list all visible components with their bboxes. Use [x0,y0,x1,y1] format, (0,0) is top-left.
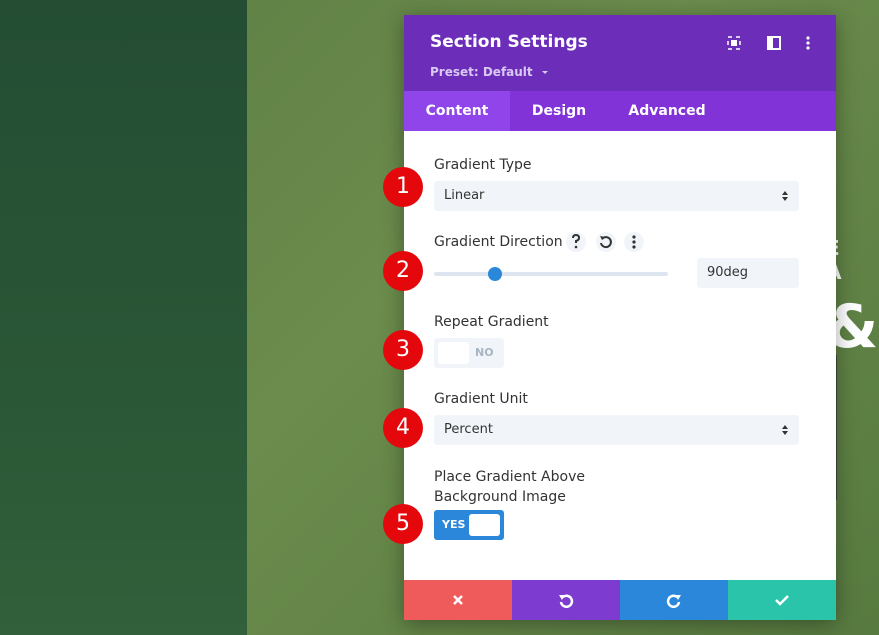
select[interactable]: Linear [434,181,799,211]
step-badge: 2 [383,251,423,291]
redo-button[interactable] [620,580,728,620]
tab[interactable]: Design [531,103,587,119]
field-icons [566,232,644,252]
field-label: Repeat Gradient [434,314,549,330]
toggle-text: NO [475,346,494,359]
toggle[interactable]: YES [434,510,504,540]
field-label: Gradient Type [434,157,532,173]
text-input[interactable]: 90deg [697,258,799,288]
background-band [0,0,247,635]
tab[interactable]: Content [404,91,510,131]
toggle-knob [469,514,500,536]
select-arrows [782,425,788,435]
toggle-knob [438,342,469,364]
save-button[interactable] [728,580,836,620]
panel-title: Section Settings [430,32,588,52]
more-icon[interactable] [805,36,811,50]
field-label: Gradient Direction [434,234,563,250]
expand-icon[interactable] [727,36,741,50]
field-label: Place Gradient Above Background Image [434,469,585,505]
toggle[interactable]: NO [434,338,504,368]
field-label: Gradient Unit [434,391,528,407]
step-badge: 1 [383,167,423,207]
tab-bar: Content Design Advanced [404,91,836,131]
undo-button[interactable] [512,580,620,620]
cancel-button[interactable] [404,580,512,620]
panel-header: Section Settings Preset: Default [404,15,836,91]
step-badge: 4 [383,408,423,448]
select-arrows [782,191,788,201]
select[interactable]: Percent [434,415,799,445]
toggle-text: YES [442,518,466,531]
select-value: Linear [444,188,485,203]
step-badge: 5 [383,504,423,544]
tab[interactable]: Advanced [628,103,706,119]
step-badge: 3 [383,330,423,370]
input-value: 90deg [707,265,749,280]
layout-icon[interactable] [767,36,781,50]
select-value: Percent [444,422,493,437]
slider[interactable] [434,265,670,283]
settings-panel: Section Settings Preset: Default Content… [404,15,836,620]
preset-caret [541,71,548,74]
preset-selector[interactable]: Preset: Default [430,61,549,80]
preset-label: Preset: Default [430,65,533,79]
